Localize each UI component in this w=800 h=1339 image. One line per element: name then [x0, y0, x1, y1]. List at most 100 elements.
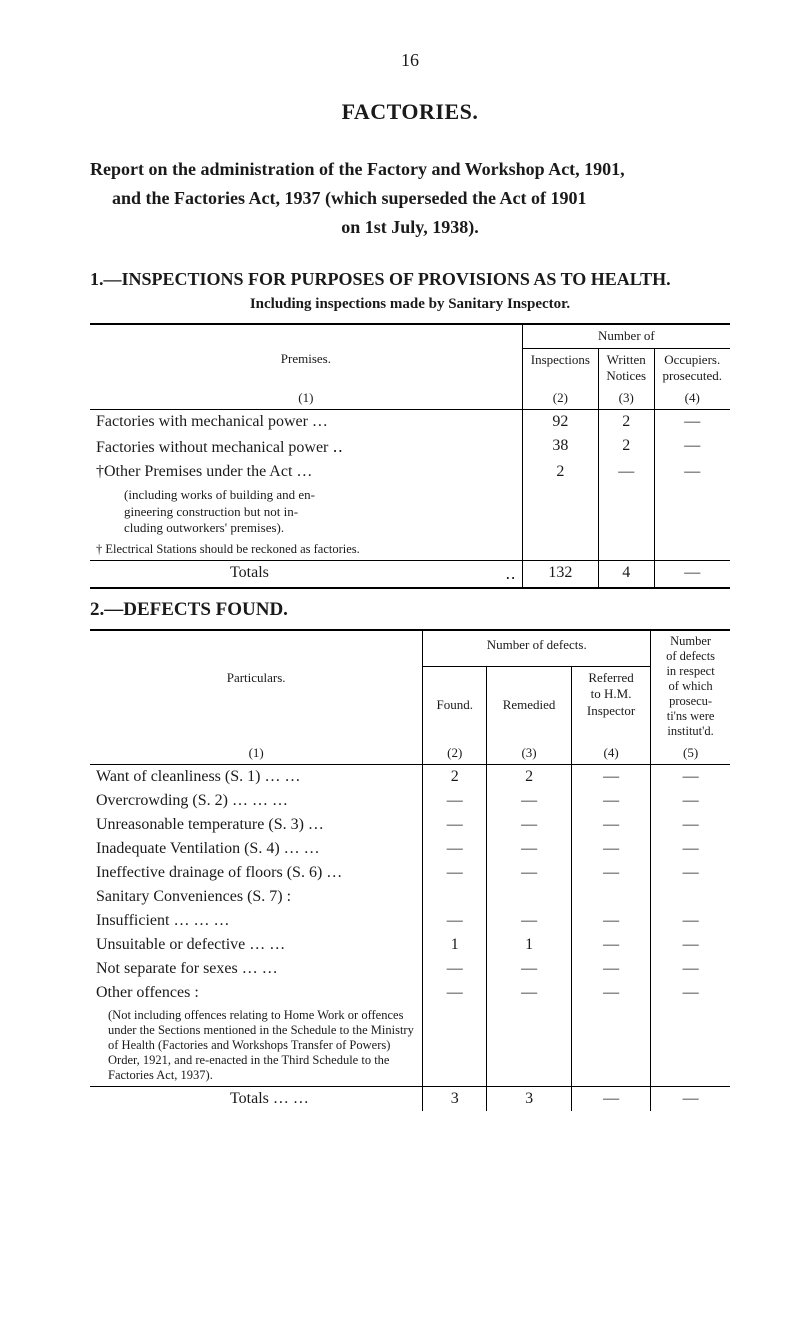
table-cell: — — [571, 957, 650, 981]
col-number-defects-pros: Number of defects in respect of which pr… — [651, 630, 730, 742]
col-number-defects: Number of defects. — [423, 630, 651, 667]
col-found: Found. — [423, 667, 487, 742]
col-written: Written Notices — [598, 348, 654, 387]
table-row: Overcrowding (S. 2) … … … — [90, 789, 423, 813]
table-cell: — — [423, 837, 487, 861]
table-cell: — — [651, 813, 730, 837]
table-cell: — — [651, 933, 730, 957]
table-row: †Other Premises under the Act … — [90, 460, 522, 484]
col-idx-2: (2) — [522, 387, 598, 410]
table-cell: — — [487, 957, 572, 981]
col-occupiers: Occupiers. prosecuted. — [654, 348, 730, 387]
table-cell: — — [571, 837, 650, 861]
table-note: † Electrical Stations should be reckoned… — [90, 539, 522, 561]
table-cell: — — [651, 909, 730, 933]
table-cell: — — [571, 933, 650, 957]
table-cell: 2 — [487, 765, 572, 790]
table-row: Want of cleanliness (S. 1) … … — [90, 765, 423, 790]
table-cell: 2 — [598, 434, 654, 460]
col-idx-2: (2) — [423, 742, 487, 765]
col-idx-3: (3) — [487, 742, 572, 765]
table-row: Ineffective drainage of floors (S. 6) … — [90, 861, 423, 885]
table-cell: — — [487, 909, 572, 933]
table-row: Factories without mechanical power ‥ — [90, 434, 522, 460]
table-cell: — — [423, 909, 487, 933]
col-referred: Referred to H.M. Inspector — [571, 667, 650, 742]
defects-table: Number of defects. Number of defects in … — [90, 629, 730, 1111]
table-cell: — — [651, 837, 730, 861]
table-cell: — — [487, 813, 572, 837]
table-cell: — — [487, 981, 572, 1005]
table-row: Insufficient … … … — [90, 909, 423, 933]
col-inspections: Inspections — [522, 348, 598, 387]
totals-cell: — — [571, 1087, 650, 1112]
totals-cell: 4 — [598, 561, 654, 589]
report-heading-line2: and the Factories Act, 1937 (which super… — [90, 184, 730, 213]
table-cell: — — [571, 789, 650, 813]
table-cell: — — [654, 460, 730, 484]
table-row: Inadequate Ventilation (S. 4) … … — [90, 837, 423, 861]
table-cell: — — [571, 981, 650, 1005]
table-note: (including works of building and en- gin… — [90, 484, 522, 539]
table-cell: — — [487, 861, 572, 885]
table-row: Not separate for sexes … … — [90, 957, 423, 981]
table-cell: 38 — [522, 434, 598, 460]
table-cell: — — [598, 460, 654, 484]
section1-heading: 1.—INSPECTIONS FOR PURPOSES OF PROVISION… — [90, 269, 730, 290]
table-cell: 2 — [423, 765, 487, 790]
report-heading-line1: Report on the administration of the Fact… — [90, 155, 730, 184]
table-cell: — — [487, 789, 572, 813]
table-cell: — — [423, 813, 487, 837]
col-premises: Premises. — [90, 348, 522, 387]
totals-cell: — — [654, 561, 730, 589]
table-row: Unsuitable or defective … … — [90, 933, 423, 957]
col-idx-1: (1) — [90, 742, 423, 765]
table-cell: 1 — [487, 933, 572, 957]
table-cell: — — [571, 813, 650, 837]
table-cell: — — [651, 789, 730, 813]
col-idx-4: (4) — [571, 742, 650, 765]
table-cell: — — [487, 837, 572, 861]
report-heading-line3: on 1st July, 1938). — [90, 213, 730, 242]
table-cell: — — [423, 957, 487, 981]
table-cell — [423, 885, 487, 909]
table-cell: 2 — [522, 460, 598, 484]
table-cell: 1 — [423, 933, 487, 957]
table-row: Factories with mechanical power … — [90, 410, 522, 435]
table-cell: — — [654, 434, 730, 460]
totals-cell: — — [651, 1087, 730, 1112]
col-number-of: Number of — [522, 324, 730, 348]
totals-cell: 132 — [522, 561, 598, 589]
table-cell: — — [571, 765, 650, 790]
col-idx-1: (1) — [90, 387, 522, 410]
col-particulars: Particulars. — [90, 667, 423, 742]
section1-subheading: Including inspections made by Sanitary I… — [90, 296, 730, 313]
table-cell: — — [651, 765, 730, 790]
table-cell — [651, 885, 730, 909]
table-cell — [487, 885, 572, 909]
section2-heading: 2.—DEFECTS FOUND. — [90, 599, 730, 621]
table-row: Unreasonable temperature (S. 3) … — [90, 813, 423, 837]
totals-cell: 3 — [423, 1087, 487, 1112]
table-cell: — — [654, 410, 730, 435]
table-cell: — — [651, 981, 730, 1005]
inspections-table: Number of Premises. Inspections Written … — [90, 323, 730, 589]
col-idx-4: (4) — [654, 387, 730, 410]
table-cell: — — [651, 861, 730, 885]
page-number: 16 — [90, 50, 730, 71]
table-cell: — — [571, 861, 650, 885]
table-footnote: (Not including offences relating to Home… — [90, 1005, 423, 1087]
table-cell: — — [423, 861, 487, 885]
totals-label: Totals … … — [90, 1087, 423, 1112]
dots: ‥ — [505, 564, 516, 584]
table-cell: — — [651, 957, 730, 981]
col-idx-3: (3) — [598, 387, 654, 410]
totals-cell: 3 — [487, 1087, 572, 1112]
table-row: Sanitary Conveniences (S. 7) : — [90, 885, 423, 909]
table-cell: 2 — [598, 410, 654, 435]
table-cell: — — [571, 909, 650, 933]
report-heading: Report on the administration of the Fact… — [90, 155, 730, 241]
col-idx-5: (5) — [651, 742, 730, 765]
table-row: Other offences : — [90, 981, 423, 1005]
table-cell: 92 — [522, 410, 598, 435]
